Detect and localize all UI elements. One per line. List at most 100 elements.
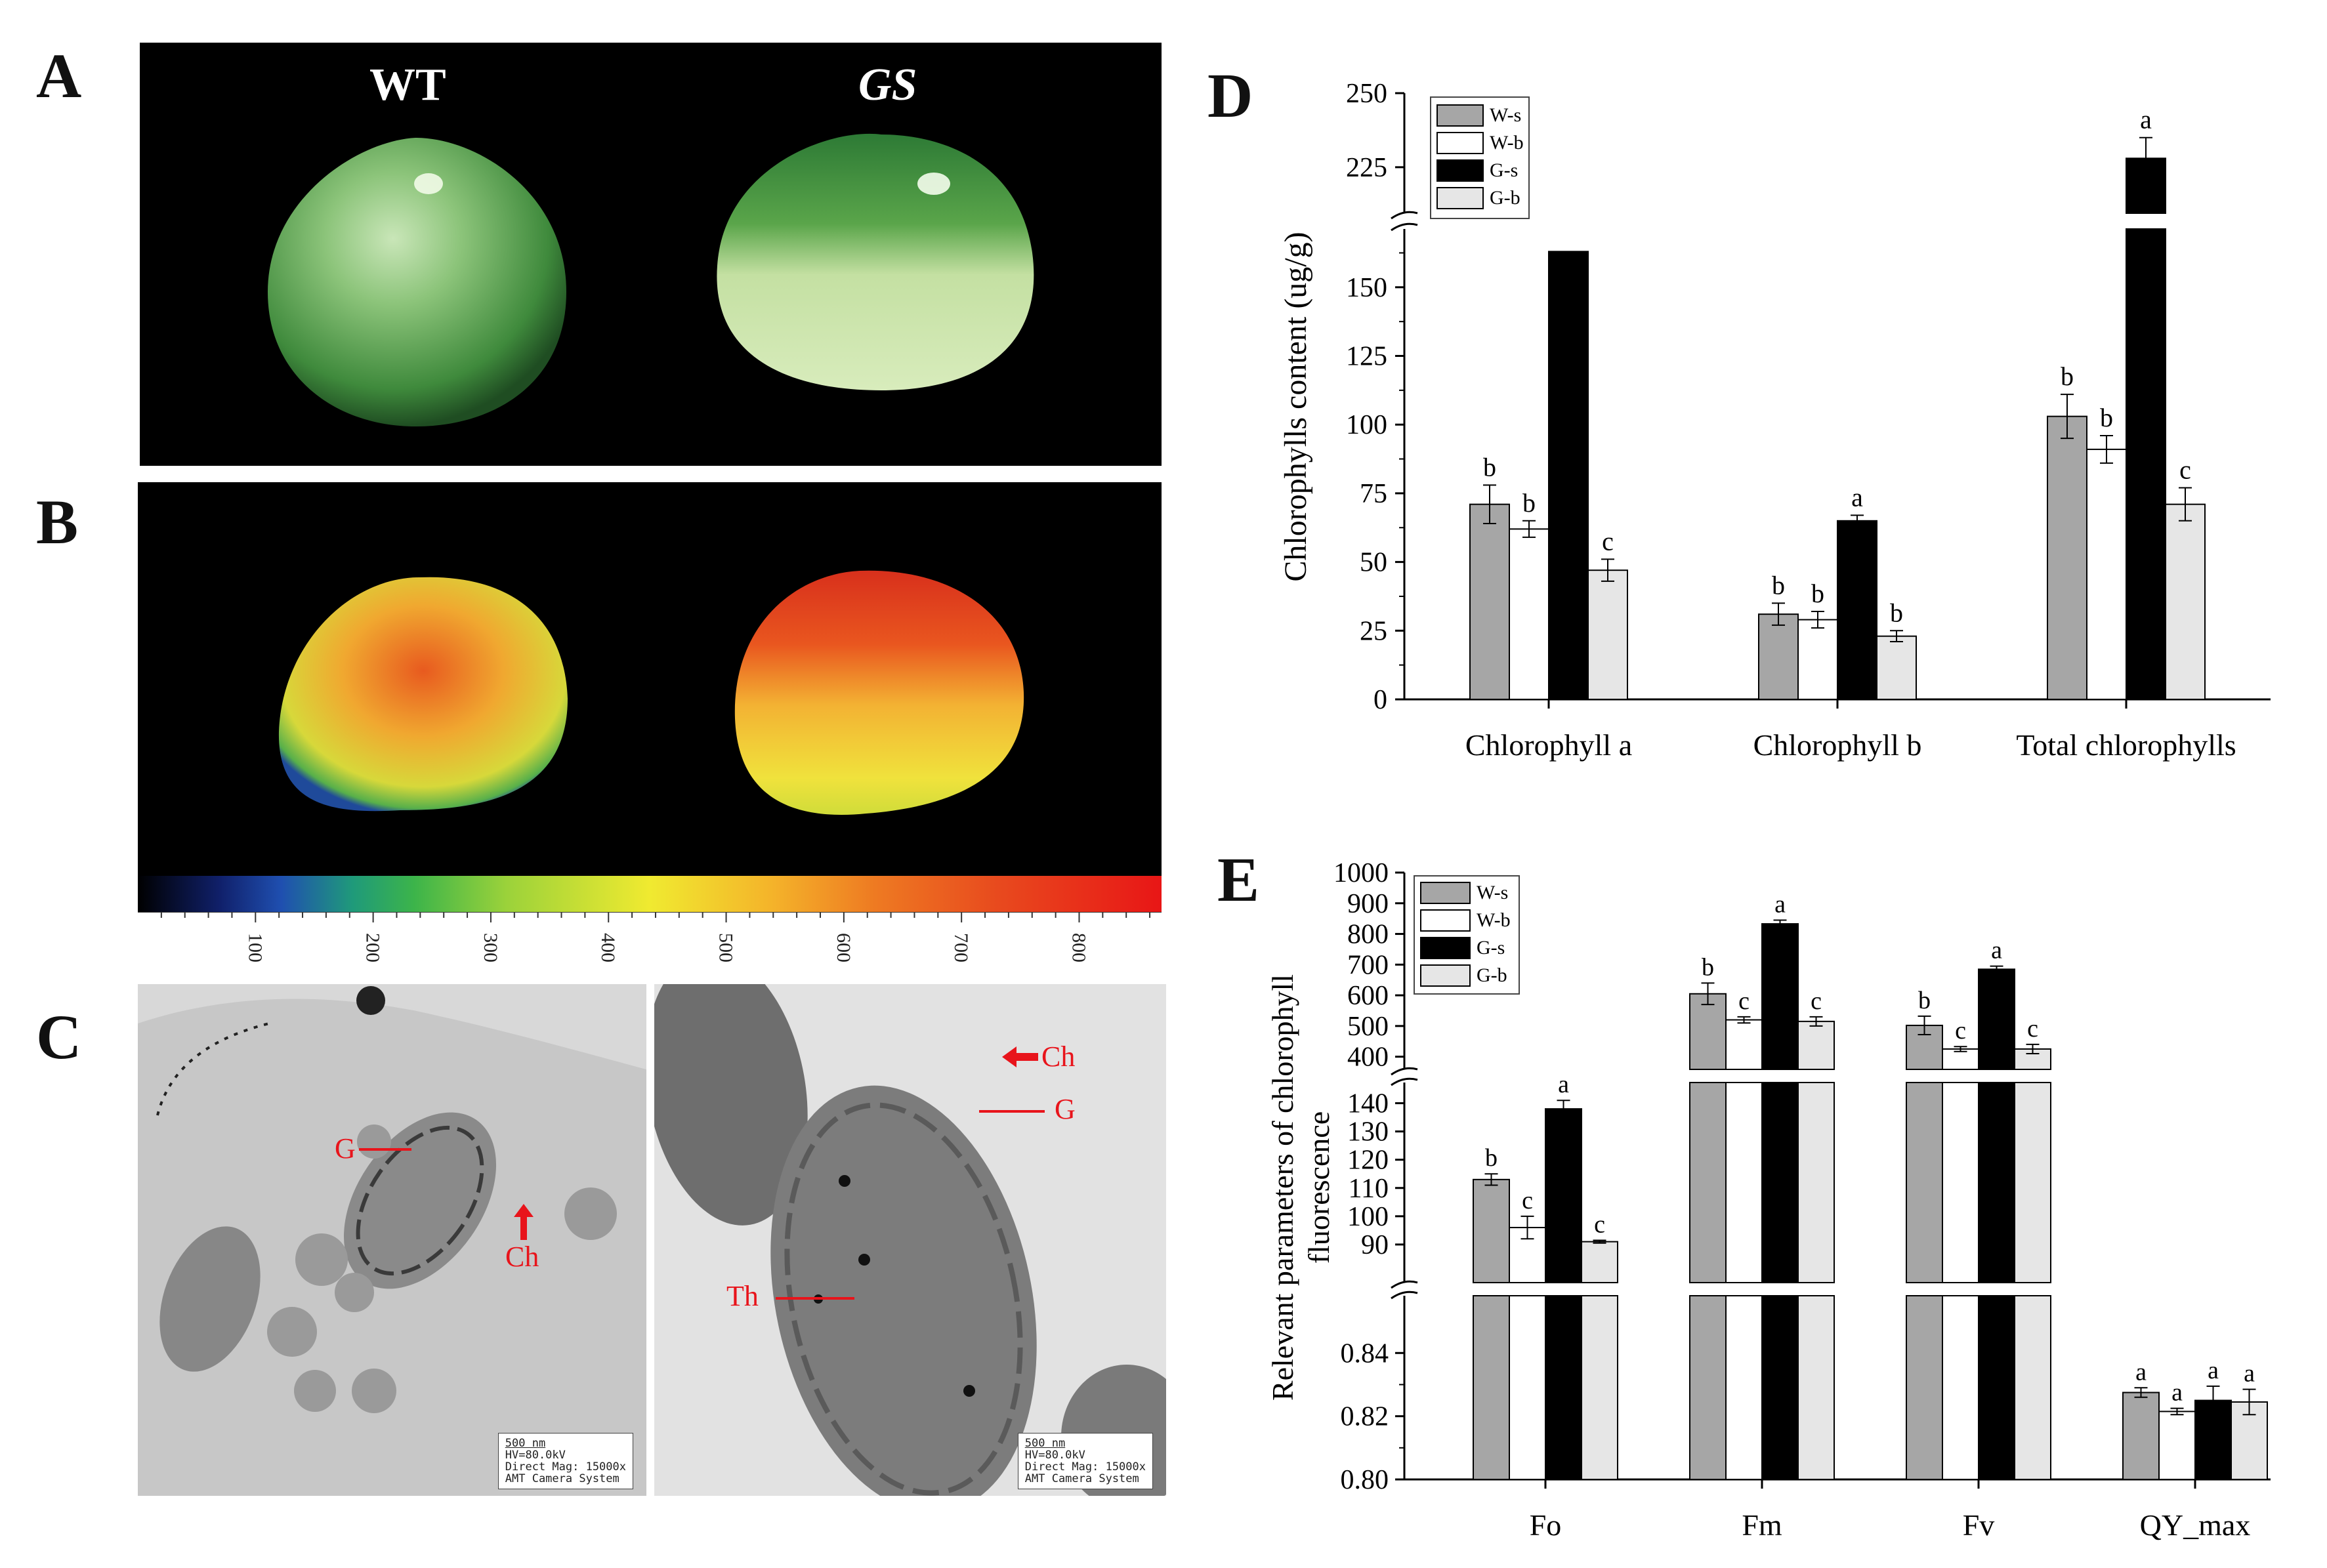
- y-tick-label: 600: [1347, 981, 1389, 1011]
- significance-letter: a: [2135, 1358, 2147, 1386]
- legend: W-s W-b G-s G-b: [1414, 875, 1520, 995]
- significance-letter: b: [1772, 570, 1785, 600]
- legend-label: G-b: [1490, 187, 1520, 209]
- legend-label: G-s: [1490, 159, 1518, 181]
- bar: [2014, 1295, 2051, 1480]
- y-tick-label: 120: [1347, 1145, 1389, 1176]
- legend: W-s W-b G-s G-b: [1430, 96, 1530, 219]
- significance-letter: b: [1890, 598, 1903, 627]
- label-ch-left: Ch: [505, 1241, 539, 1273]
- tem-image-right: Ch G Th 500 nm HV=80.0kV Direct Mag: 150…: [654, 984, 1166, 1496]
- scale-text-3: Direct Mag: 15000x: [505, 1460, 626, 1474]
- panel-letter-d: D: [1207, 60, 1253, 131]
- tem-image-left: G Ch 500 nm HV=80.0kV Direct Mag: 15000x…: [138, 984, 646, 1496]
- legend-label: G-b: [1477, 964, 1507, 986]
- x-tick-label: Fm: [1742, 1508, 1782, 1542]
- wt-fruit: [268, 138, 566, 426]
- bar: [1469, 503, 1510, 700]
- legend-swatch: [1420, 937, 1471, 959]
- bar: [1797, 619, 1838, 700]
- significance-letter: c: [1738, 987, 1750, 1015]
- bar: [2086, 448, 2127, 700]
- bar: [1876, 635, 1917, 700]
- bar: [1689, 1295, 1727, 1480]
- y-tick-label: 900: [1347, 889, 1389, 919]
- legend-swatch: [1436, 187, 1484, 209]
- legend-swatch: [1420, 964, 1471, 987]
- scale-text-1: 500 nm: [505, 1437, 546, 1450]
- legend-label: W-s: [1490, 104, 1521, 126]
- significance-letter: a: [2140, 105, 2152, 134]
- significance-letter: c: [1522, 1187, 1533, 1214]
- gs-fruit: [717, 133, 1034, 391]
- y-tick-label: 140: [1347, 1089, 1389, 1119]
- colorbar-tick-label: 100: [244, 933, 266, 962]
- bar: [1906, 1295, 1943, 1480]
- arrow-ch-left: [514, 1204, 534, 1240]
- panel-letter-c: C: [36, 1002, 82, 1072]
- significance-letter: b: [1483, 452, 1496, 482]
- colorbar-axis: 100 200 300 400 500 600 700 800: [138, 912, 1162, 962]
- y-tick-label: 50: [1360, 548, 1387, 578]
- significance-letter: c: [2179, 455, 2191, 485]
- significance-letter: a: [1558, 1071, 1569, 1098]
- axis-break-mark: [1391, 1067, 1418, 1086]
- legend-label: W-b: [1490, 132, 1524, 154]
- y-tick-label: 250: [1346, 79, 1387, 109]
- bar: [1509, 1295, 1546, 1480]
- bar: [2158, 1411, 2196, 1481]
- colorbar: [138, 876, 1162, 912]
- bar: [1725, 1295, 1763, 1480]
- fluorescence-image: [278, 570, 1024, 815]
- bar: [1837, 520, 1877, 701]
- colorbar-tick-label: 400: [597, 933, 619, 962]
- bar: [1473, 1295, 1510, 1480]
- significance-letter: a: [1991, 937, 2002, 964]
- y-tick-label: 110: [1349, 1174, 1389, 1204]
- axis-break-mark: [1391, 1280, 1418, 1300]
- bar: [1545, 1108, 1582, 1283]
- bar: [1509, 528, 1549, 700]
- panel-letter-e: E: [1217, 844, 1260, 915]
- y-tick-label: 100: [1347, 1202, 1389, 1232]
- y-axis-label: Chlorophylls content (ug/g): [1278, 232, 1313, 581]
- legend-label: W-s: [1477, 882, 1508, 903]
- y-tick-label: 700: [1347, 950, 1389, 980]
- label-g-left: G: [335, 1132, 356, 1165]
- scale-text-4: AMT Camera System: [505, 1472, 619, 1485]
- arrow-g-left: [359, 1148, 411, 1151]
- bar: [1587, 569, 1628, 700]
- y-tick-label: 90: [1361, 1230, 1389, 1260]
- colorbar-tick-label: 700: [950, 933, 972, 962]
- scale-text-r2: HV=80.0kV: [1024, 1449, 1085, 1462]
- y-tick-label: 0: [1373, 685, 1387, 715]
- significance-letter: a: [1562, 306, 1574, 336]
- y-tick-label: 25: [1360, 616, 1387, 646]
- scale-text-2: HV=80.0kV: [505, 1449, 566, 1462]
- bar: [2165, 503, 2206, 700]
- x-tick-label: Total chlorophylls: [2016, 728, 2236, 762]
- significance-letter: b: [1485, 1144, 1498, 1172]
- gs-fluorescence: [734, 570, 1024, 815]
- legend-swatch: [1436, 159, 1484, 182]
- y-tick-label: 75: [1360, 479, 1387, 509]
- bar: [1473, 1178, 1510, 1283]
- legend-swatch: [1436, 104, 1484, 127]
- colorbar-tick-label: 600: [833, 933, 854, 962]
- bar: [1725, 1019, 1763, 1071]
- legend-swatch: [1436, 132, 1484, 154]
- bar: [2047, 415, 2087, 700]
- y-tick-label: 0.84: [1341, 1338, 1389, 1369]
- bar: [2126, 228, 2166, 700]
- y-axis-label-line2: fluorescence: [1302, 1111, 1335, 1264]
- chart-d-chlorophyll-content: 0 25 50 75 100 125 150 225 250 Chlorophylls conte…: [1278, 79, 2271, 762]
- arrow-th-right: [776, 1297, 854, 1300]
- label-g-right: G: [1055, 1093, 1076, 1125]
- significance-letter: a: [2244, 1360, 2255, 1388]
- bar: [1942, 1082, 1979, 1283]
- x-tick-label: Chlorophyll b: [1753, 728, 1922, 762]
- significance-letter: c: [1811, 987, 1822, 1015]
- bar: [1906, 1082, 1943, 1283]
- significance-letter: c: [1602, 526, 1614, 556]
- bar: [1797, 1082, 1835, 1283]
